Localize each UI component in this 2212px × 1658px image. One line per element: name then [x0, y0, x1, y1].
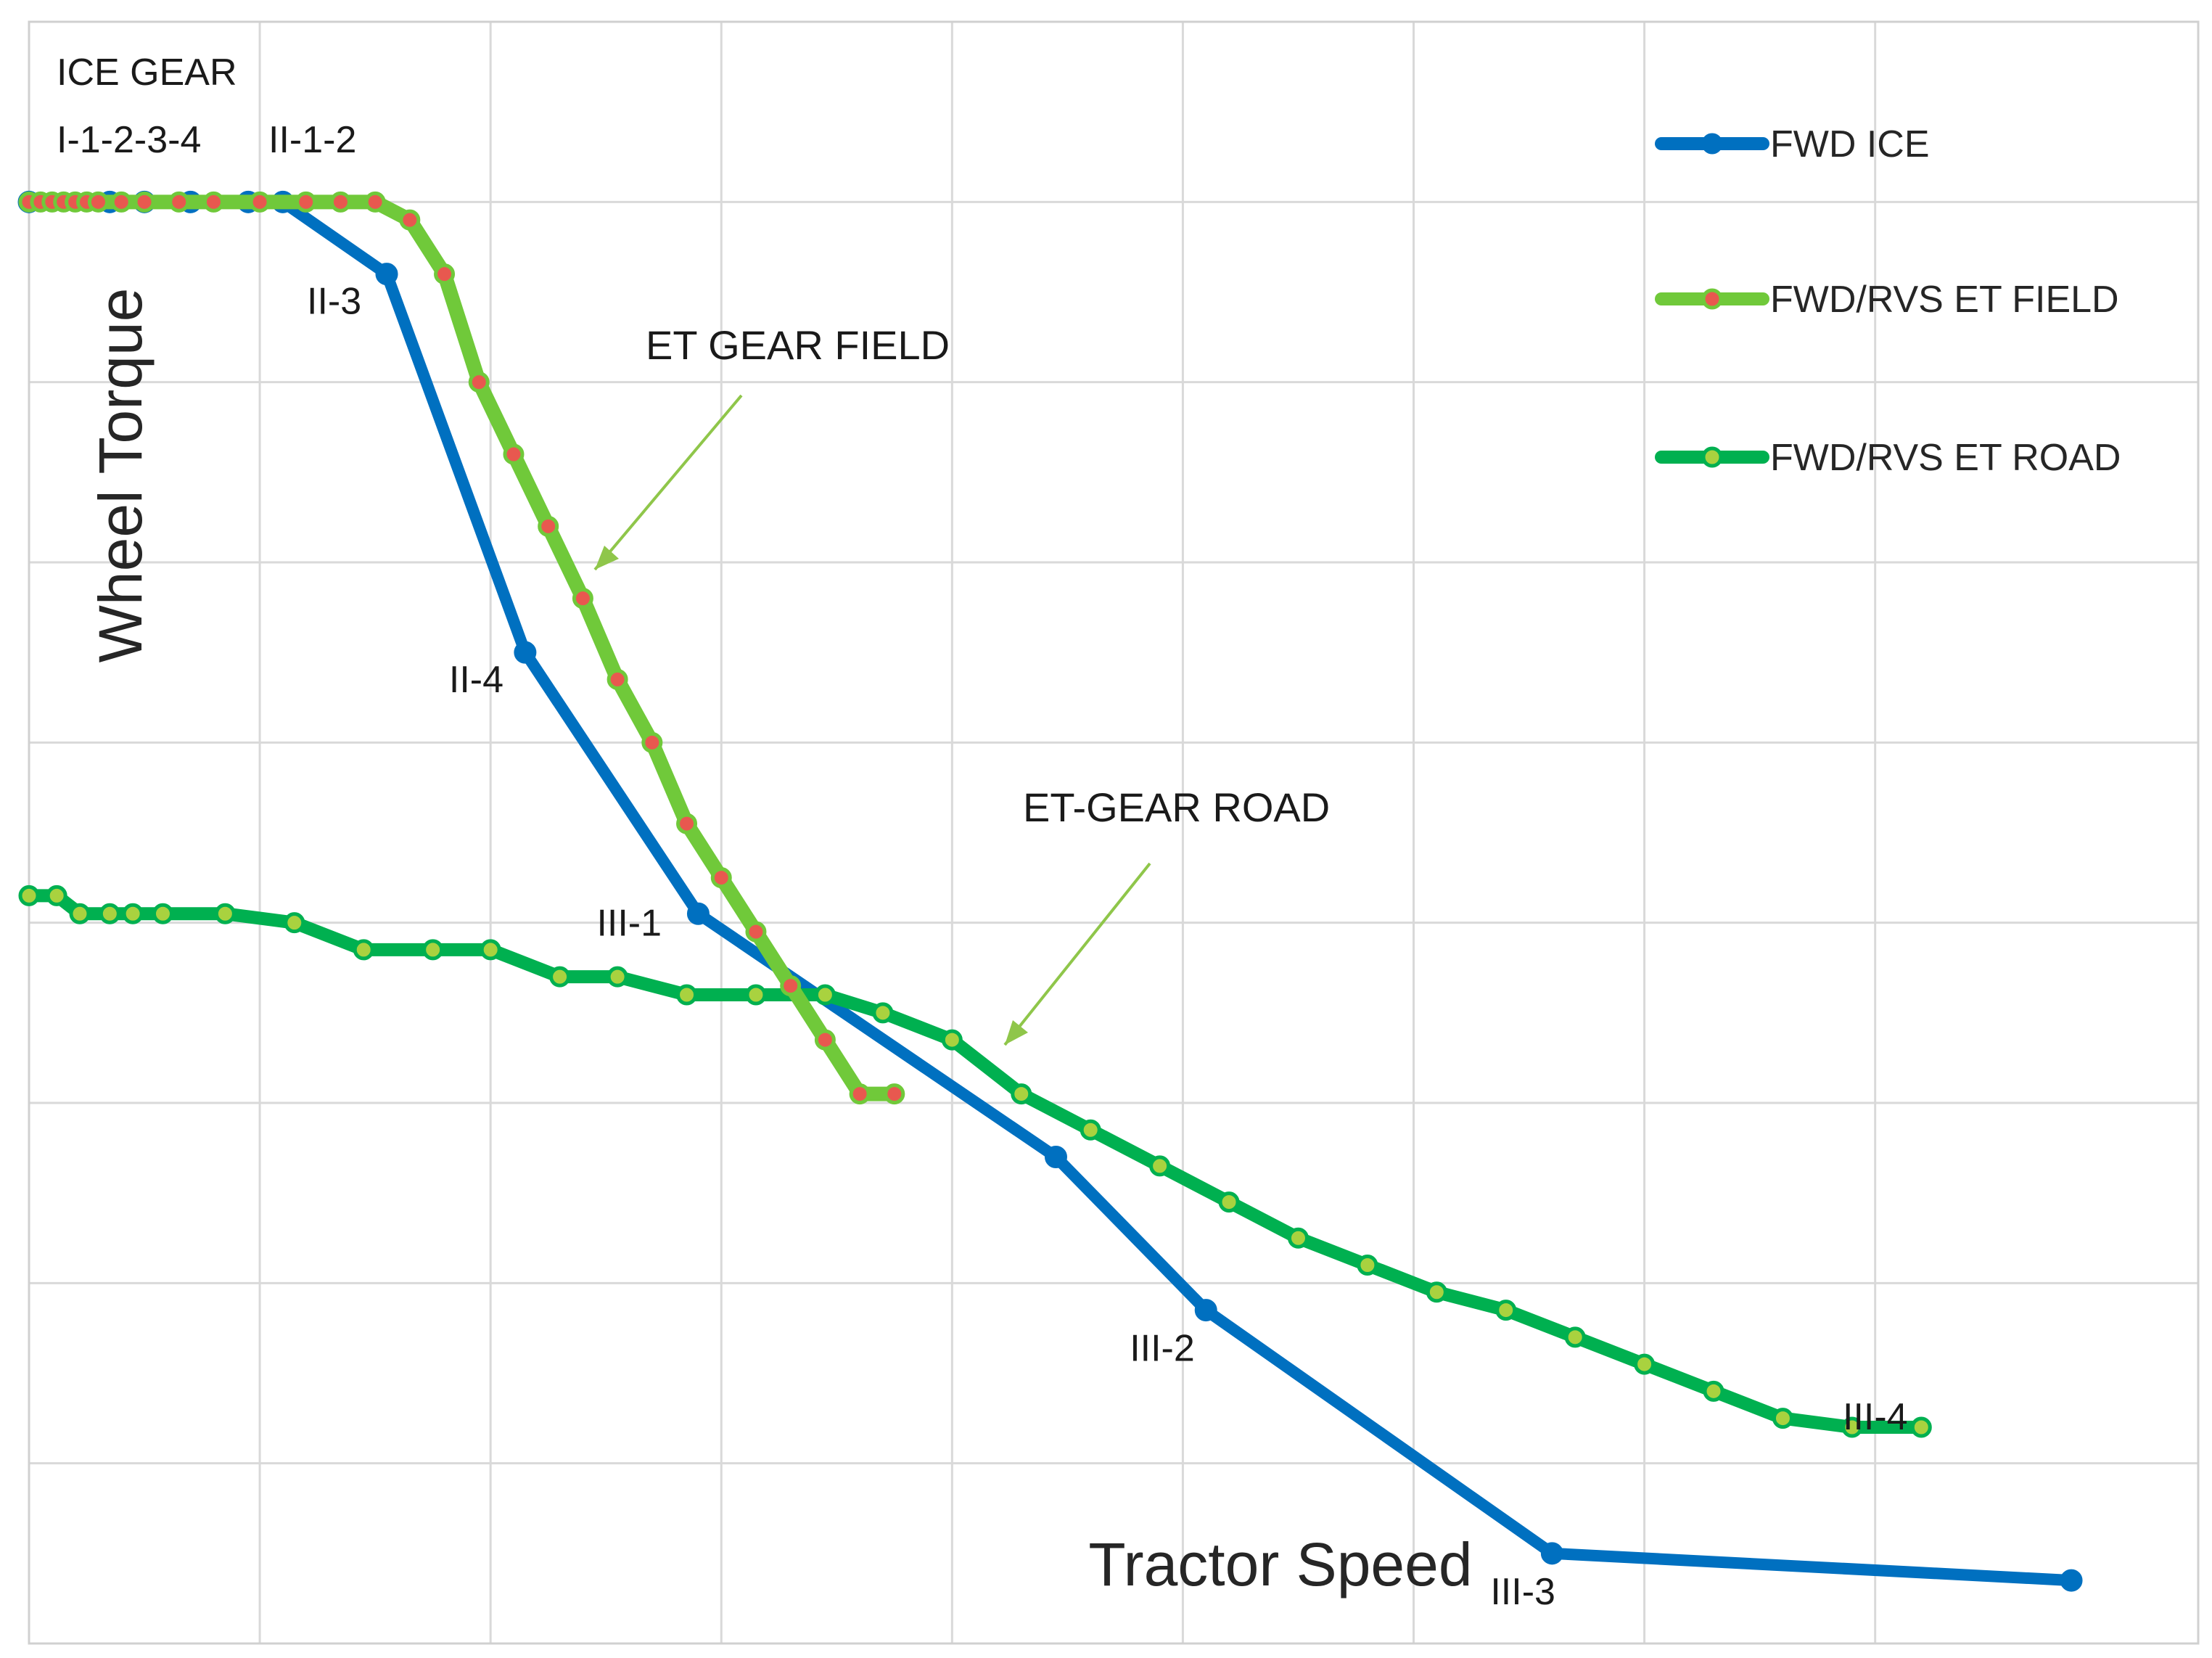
data-point-fwd-rvs-et-field: [249, 191, 271, 213]
plot-frame: [28, 20, 2200, 1645]
data-point-fwd-rvs-et-field: [538, 515, 559, 537]
data-point-fwd-rvs-et-road: [1426, 1281, 1447, 1303]
et-gear-field-arrowhead: [595, 546, 619, 570]
data-point-fwd-rvs-et-road: [1011, 1083, 1032, 1105]
data-point-fwd-rvs-et-field: [780, 975, 802, 997]
y-axis-label: Wheel Torque: [86, 288, 155, 663]
data-point-fwd-rvs-et-field: [884, 1083, 905, 1105]
data-point-fwd-rvs-et-road: [1287, 1227, 1309, 1249]
data-point-fwd-rvs-et-field: [814, 1029, 836, 1051]
data-point-fwd-rvs-et-road: [872, 1002, 894, 1024]
data-point-fwd-rvs-et-road: [549, 966, 571, 988]
data-point-fwd-rvs-et-road: [152, 903, 173, 924]
data-point-fwd-rvs-et-road: [69, 903, 91, 924]
data-point-fwd-rvs-et-road: [814, 984, 836, 1006]
data-point-fwd-rvs-et-road: [214, 903, 236, 924]
et-gear-road-arrow-line: [1003, 862, 1151, 1046]
et-gear-field-label: ET GEAR FIELD: [646, 322, 950, 368]
data-point-fwd-rvs-et-field: [572, 588, 593, 610]
data-point-fwd-ice: [514, 641, 537, 664]
point-label: II-4: [449, 659, 503, 701]
et-gear-road-label: ET-GEAR ROAD: [1023, 784, 1330, 830]
data-point-fwd-rvs-et-field: [434, 263, 456, 285]
point-label: III-3: [1490, 1571, 1555, 1613]
data-point-fwd-rvs-et-road: [941, 1029, 963, 1051]
data-point-fwd-rvs-et-field: [87, 191, 109, 213]
data-point-fwd-rvs-et-field: [607, 668, 628, 690]
data-point-fwd-rvs-et-road: [1080, 1119, 1101, 1141]
data-point-fwd-rvs-et-road: [1841, 1416, 1863, 1438]
point-label: III-1: [596, 902, 662, 944]
data-point-fwd-rvs-et-road: [46, 885, 67, 906]
legend: FWD ICE FWD/RVS ET FIELD FWD/RVS ET ROAD: [1655, 123, 2121, 479]
data-point-fwd-rvs-et-road: [1703, 1380, 1724, 1402]
data-point-fwd-ice: [375, 263, 398, 286]
data-point-fwd-rvs-et-road: [99, 903, 120, 924]
data-point-fwd-ice: [1044, 1146, 1067, 1168]
gear-group-1-label: I-1-2-3-4: [57, 119, 201, 161]
data-point-fwd-rvs-et-road: [1149, 1155, 1171, 1177]
data-point-fwd-ice: [686, 902, 710, 925]
data-point-fwd-rvs-et-field: [329, 191, 351, 213]
legend-label-fwd-ice: FWD ICE: [1770, 123, 1930, 165]
legend-marker-fwd-ice: [1701, 133, 1723, 155]
series-layer: II-3 II-4 III-1 III-2 III-3: [17, 190, 2083, 1613]
data-point-fwd-rvs-et-field: [202, 191, 224, 213]
data-point-fwd-rvs-et-road: [1772, 1408, 1793, 1429]
data-point-fwd-rvs-et-field: [364, 191, 386, 213]
point-label: III-2: [1130, 1328, 1195, 1370]
data-point-fwd-rvs-et-road: [1357, 1255, 1378, 1276]
annotation-layer: ICE GEAR I-1-2-3-4 II-1-2 ET GEAR FIELD …: [57, 52, 1908, 1438]
legend-marker-fwd-rvs-et-road: [1701, 446, 1723, 468]
data-point-fwd-rvs-et-field: [295, 191, 317, 213]
data-point-fwd-rvs-et-road: [1634, 1353, 1656, 1375]
et-gear-field-arrow-line: [593, 394, 743, 571]
data-point-fwd-rvs-et-field: [849, 1083, 871, 1105]
data-point-fwd-rvs-et-field: [710, 867, 732, 889]
data-point-fwd-rvs-et-road: [353, 939, 374, 961]
legend-label-fwd-rvs-et-field: FWD/RVS ET FIELD: [1770, 279, 2119, 321]
legend-marker-fwd-rvs-et-field: [1701, 288, 1723, 310]
data-point-fwd-ice: [1540, 1542, 1563, 1565]
data-point-fwd-rvs-et-road: [1218, 1191, 1240, 1213]
data-point-fwd-rvs-et-road: [745, 984, 767, 1006]
data-point-fwd-rvs-et-field: [641, 731, 663, 753]
data-point-fwd-rvs-et-road: [1495, 1300, 1517, 1321]
data-point-fwd-rvs-et-field: [168, 191, 190, 213]
data-point-fwd-rvs-et-road: [607, 966, 628, 988]
data-point-fwd-rvs-et-road: [1564, 1326, 1586, 1348]
et-gear-road-arrowhead: [1005, 1020, 1028, 1045]
data-point-fwd-rvs-et-road: [284, 912, 305, 934]
data-point-fwd-rvs-et-field: [676, 813, 698, 834]
data-point-fwd-rvs-et-field: [399, 209, 421, 231]
grid-lines: [29, 22, 2198, 1643]
data-point-fwd-rvs-et-road: [122, 903, 144, 924]
iii-4-label: III-4: [1843, 1396, 1908, 1438]
legend-label-fwd-rvs-et-road: FWD/RVS ET ROAD: [1770, 437, 2121, 479]
data-point-fwd-rvs-et-field: [110, 191, 132, 213]
data-point-fwd-rvs-et-field: [745, 921, 767, 943]
x-axis-label: Tractor Speed: [1088, 1530, 1472, 1599]
point-label: II-3: [307, 281, 361, 323]
data-point-fwd-rvs-et-road: [18, 885, 40, 906]
data-point-fwd-rvs-et-field: [503, 443, 525, 465]
data-point-fwd-rvs-et-field: [133, 191, 155, 213]
gear-group-2-label: II-1-2: [268, 119, 356, 161]
data-point-fwd-rvs-et-road: [676, 984, 698, 1006]
data-point-fwd-ice: [2060, 1569, 2083, 1592]
data-point-fwd-ice: [1194, 1299, 1217, 1322]
ice-gear-label: ICE GEAR: [57, 52, 237, 94]
data-point-fwd-rvs-et-road: [422, 939, 444, 961]
data-point-fwd-rvs-et-field: [468, 372, 490, 393]
data-point-fwd-rvs-et-road: [480, 939, 501, 961]
data-point-fwd-rvs-et-road: [1910, 1416, 1932, 1438]
